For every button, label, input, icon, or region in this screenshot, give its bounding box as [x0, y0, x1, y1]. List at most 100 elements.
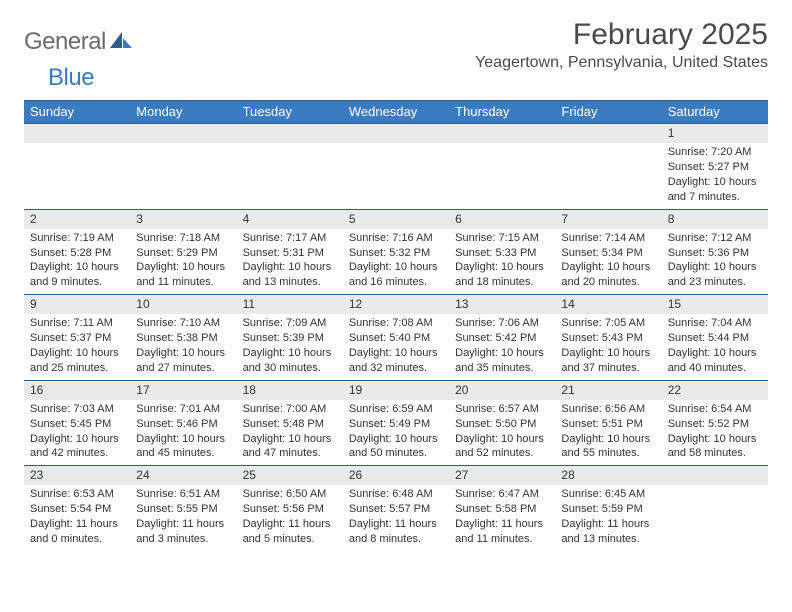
daylight-text: Daylight: 11 hours and 5 minutes. — [243, 517, 337, 547]
day-number — [662, 466, 768, 485]
day-cell: 19Sunrise: 6:59 AMSunset: 5:49 PMDayligh… — [343, 381, 449, 466]
daylight-text: Daylight: 10 hours and 25 minutes. — [30, 346, 124, 376]
location: Yeagertown, Pennsylvania, United States — [475, 54, 768, 72]
day-cell: 28Sunrise: 6:45 AMSunset: 5:59 PMDayligh… — [555, 466, 661, 551]
day-cell: 18Sunrise: 7:00 AMSunset: 5:48 PMDayligh… — [237, 381, 343, 466]
day-cell: 27Sunrise: 6:47 AMSunset: 5:58 PMDayligh… — [449, 466, 555, 551]
sunrise-text: Sunrise: 7:03 AM — [30, 402, 124, 417]
weekday-sun: Sunday — [24, 101, 130, 123]
day-cell: 9Sunrise: 7:11 AMSunset: 5:37 PMDaylight… — [24, 295, 130, 380]
day-cell: 24Sunrise: 6:51 AMSunset: 5:55 PMDayligh… — [130, 466, 236, 551]
daylight-text: Daylight: 11 hours and 11 minutes. — [455, 517, 549, 547]
month-title: February 2025 — [475, 18, 768, 52]
day-cell — [24, 124, 130, 209]
weekday-tue: Tuesday — [237, 101, 343, 123]
day-body: Sunrise: 7:20 AMSunset: 5:27 PMDaylight:… — [662, 143, 768, 208]
day-body: Sunrise: 7:08 AMSunset: 5:40 PMDaylight:… — [343, 314, 449, 379]
day-number: 16 — [24, 381, 130, 400]
sunrise-text: Sunrise: 7:01 AM — [136, 402, 230, 417]
day-body: Sunrise: 7:19 AMSunset: 5:28 PMDaylight:… — [24, 229, 130, 294]
day-number — [24, 124, 130, 143]
sunset-text: Sunset: 5:34 PM — [561, 246, 655, 261]
sunset-text: Sunset: 5:40 PM — [349, 331, 443, 346]
day-number: 1 — [662, 124, 768, 143]
day-number: 25 — [237, 466, 343, 485]
logo-text-1: General — [24, 28, 106, 56]
day-number: 4 — [237, 210, 343, 229]
day-cell: 16Sunrise: 7:03 AMSunset: 5:45 PMDayligh… — [24, 381, 130, 466]
day-cell — [555, 124, 661, 209]
day-body: Sunrise: 6:54 AMSunset: 5:52 PMDaylight:… — [662, 400, 768, 465]
sunset-text: Sunset: 5:36 PM — [668, 246, 762, 261]
sunrise-text: Sunrise: 7:10 AM — [136, 316, 230, 331]
day-cell: 3Sunrise: 7:18 AMSunset: 5:29 PMDaylight… — [130, 210, 236, 295]
day-cell: 25Sunrise: 6:50 AMSunset: 5:56 PMDayligh… — [237, 466, 343, 551]
sunset-text: Sunset: 5:49 PM — [349, 417, 443, 432]
day-body: Sunrise: 6:56 AMSunset: 5:51 PMDaylight:… — [555, 400, 661, 465]
week-row: 16Sunrise: 7:03 AMSunset: 5:45 PMDayligh… — [24, 380, 768, 466]
day-number: 10 — [130, 295, 236, 314]
sunrise-text: Sunrise: 7:12 AM — [668, 231, 762, 246]
day-cell: 6Sunrise: 7:15 AMSunset: 5:33 PMDaylight… — [449, 210, 555, 295]
sunrise-text: Sunrise: 7:08 AM — [349, 316, 443, 331]
sunrise-text: Sunrise: 7:04 AM — [668, 316, 762, 331]
weekday-row: Sunday Monday Tuesday Wednesday Thursday… — [24, 101, 768, 123]
sunrise-text: Sunrise: 6:51 AM — [136, 487, 230, 502]
sunrise-text: Sunrise: 6:54 AM — [668, 402, 762, 417]
sunrise-text: Sunrise: 6:45 AM — [561, 487, 655, 502]
sunrise-text: Sunrise: 6:53 AM — [30, 487, 124, 502]
day-number: 7 — [555, 210, 661, 229]
weeks-container: 1Sunrise: 7:20 AMSunset: 5:27 PMDaylight… — [24, 123, 768, 551]
day-cell: 11Sunrise: 7:09 AMSunset: 5:39 PMDayligh… — [237, 295, 343, 380]
day-number: 22 — [662, 381, 768, 400]
sunrise-text: Sunrise: 7:20 AM — [668, 145, 762, 160]
day-cell: 10Sunrise: 7:10 AMSunset: 5:38 PMDayligh… — [130, 295, 236, 380]
sunset-text: Sunset: 5:54 PM — [30, 502, 124, 517]
week-row: 1Sunrise: 7:20 AMSunset: 5:27 PMDaylight… — [24, 123, 768, 209]
calendar-page: General February 2025 Yeagertown, Pennsy… — [0, 0, 792, 551]
day-cell: 1Sunrise: 7:20 AMSunset: 5:27 PMDaylight… — [662, 124, 768, 209]
day-number: 21 — [555, 381, 661, 400]
sunset-text: Sunset: 5:42 PM — [455, 331, 549, 346]
weekday-wed: Wednesday — [343, 101, 449, 123]
sunset-text: Sunset: 5:56 PM — [243, 502, 337, 517]
day-cell: 5Sunrise: 7:16 AMSunset: 5:32 PMDaylight… — [343, 210, 449, 295]
weekday-sat: Saturday — [662, 101, 768, 123]
daylight-text: Daylight: 10 hours and 7 minutes. — [668, 175, 762, 205]
title-block: February 2025 Yeagertown, Pennsylvania, … — [475, 18, 768, 72]
sunrise-text: Sunrise: 7:17 AM — [243, 231, 337, 246]
daylight-text: Daylight: 10 hours and 42 minutes. — [30, 432, 124, 462]
day-number — [343, 124, 449, 143]
day-body: Sunrise: 7:00 AMSunset: 5:48 PMDaylight:… — [237, 400, 343, 465]
day-body: Sunrise: 6:51 AMSunset: 5:55 PMDaylight:… — [130, 485, 236, 550]
day-cell: 22Sunrise: 6:54 AMSunset: 5:52 PMDayligh… — [662, 381, 768, 466]
day-cell: 13Sunrise: 7:06 AMSunset: 5:42 PMDayligh… — [449, 295, 555, 380]
sunrise-text: Sunrise: 7:19 AM — [30, 231, 124, 246]
day-cell: 20Sunrise: 6:57 AMSunset: 5:50 PMDayligh… — [449, 381, 555, 466]
day-body: Sunrise: 7:01 AMSunset: 5:46 PMDaylight:… — [130, 400, 236, 465]
sunset-text: Sunset: 5:44 PM — [668, 331, 762, 346]
day-body: Sunrise: 7:15 AMSunset: 5:33 PMDaylight:… — [449, 229, 555, 294]
day-body: Sunrise: 7:14 AMSunset: 5:34 PMDaylight:… — [555, 229, 661, 294]
daylight-text: Daylight: 10 hours and 20 minutes. — [561, 260, 655, 290]
daylight-text: Daylight: 10 hours and 23 minutes. — [668, 260, 762, 290]
sunset-text: Sunset: 5:29 PM — [136, 246, 230, 261]
week-row: 2Sunrise: 7:19 AMSunset: 5:28 PMDaylight… — [24, 209, 768, 295]
daylight-text: Daylight: 11 hours and 3 minutes. — [136, 517, 230, 547]
daylight-text: Daylight: 10 hours and 11 minutes. — [136, 260, 230, 290]
sunrise-text: Sunrise: 7:09 AM — [243, 316, 337, 331]
sunset-text: Sunset: 5:50 PM — [455, 417, 549, 432]
day-body: Sunrise: 7:06 AMSunset: 5:42 PMDaylight:… — [449, 314, 555, 379]
day-body: Sunrise: 6:50 AMSunset: 5:56 PMDaylight:… — [237, 485, 343, 550]
sunset-text: Sunset: 5:37 PM — [30, 331, 124, 346]
day-number: 12 — [343, 295, 449, 314]
sunset-text: Sunset: 5:32 PM — [349, 246, 443, 261]
sunrise-text: Sunrise: 6:48 AM — [349, 487, 443, 502]
sunset-text: Sunset: 5:46 PM — [136, 417, 230, 432]
daylight-text: Daylight: 10 hours and 45 minutes. — [136, 432, 230, 462]
sunset-text: Sunset: 5:55 PM — [136, 502, 230, 517]
daylight-text: Daylight: 10 hours and 16 minutes. — [349, 260, 443, 290]
logo: General — [24, 18, 132, 56]
sunset-text: Sunset: 5:52 PM — [668, 417, 762, 432]
day-number: 3 — [130, 210, 236, 229]
